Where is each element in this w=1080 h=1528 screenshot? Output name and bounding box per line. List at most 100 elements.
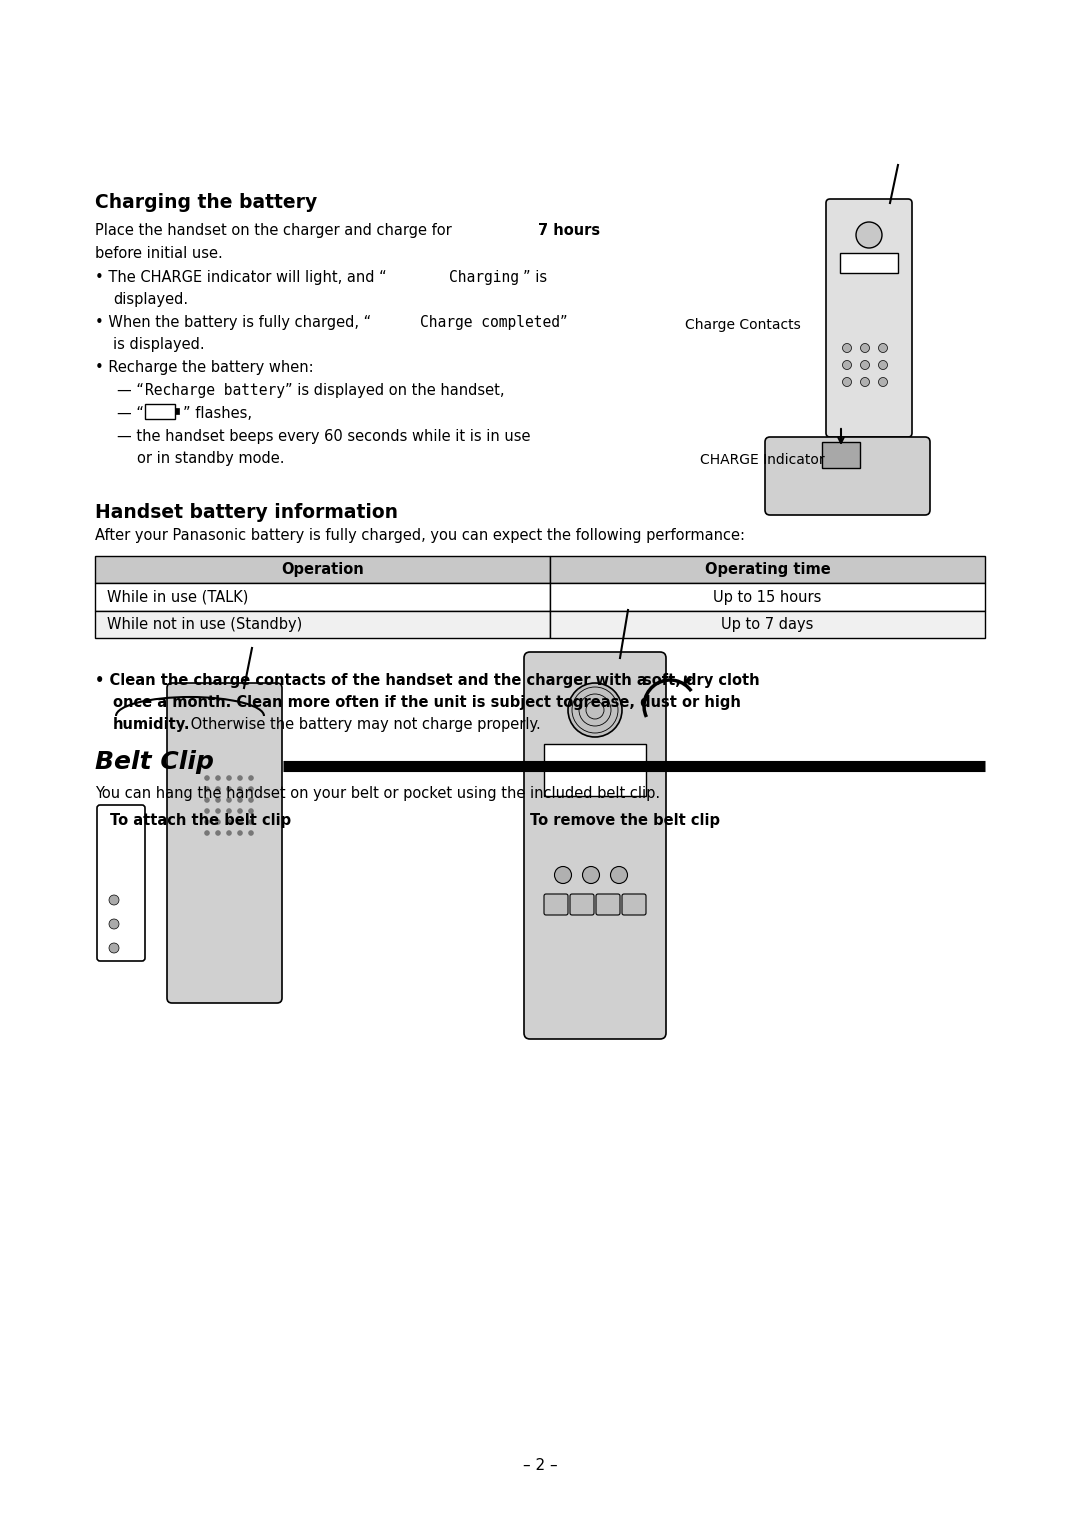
Text: — “: — “ [117,406,144,422]
Text: • Clean the charge contacts of the handset and the charger with a: • Clean the charge contacts of the hands… [95,672,652,688]
Circle shape [842,377,851,387]
Circle shape [226,787,232,792]
Circle shape [238,787,243,792]
Circle shape [878,361,888,370]
Circle shape [215,787,220,792]
Text: You can hang the handset on your belt or pocket using the included belt clip.: You can hang the handset on your belt or… [95,785,660,801]
Circle shape [226,808,232,814]
Text: humidity.: humidity. [113,717,190,732]
Circle shape [248,775,254,781]
Circle shape [215,819,220,825]
FancyBboxPatch shape [544,894,568,915]
Bar [145,403,175,419]
Circle shape [109,943,119,953]
Circle shape [226,830,232,836]
Text: Recharge battery: Recharge battery [145,384,285,397]
Circle shape [878,377,888,387]
Text: To attach the belt clip: To attach the belt clip [110,813,292,828]
Circle shape [204,775,210,781]
Circle shape [610,866,627,883]
Text: Charge completed: Charge completed [420,315,561,330]
Text: ” is: ” is [523,270,548,286]
Text: After your Panasonic battery is fully charged, you can expect the following perf: After your Panasonic battery is fully ch… [95,529,745,542]
Text: • When the battery is fully charged, “: • When the battery is fully charged, “ [95,315,372,330]
Circle shape [238,775,243,781]
Bar [95,556,550,584]
Bar [95,584,550,611]
Text: • Recharge the battery when:: • Recharge the battery when: [95,361,313,374]
Circle shape [248,787,254,792]
Circle shape [109,918,119,929]
FancyBboxPatch shape [97,805,145,961]
Text: Up to 7 days: Up to 7 days [721,617,813,633]
Circle shape [861,361,869,370]
Circle shape [842,361,851,370]
Text: – 2 –: – 2 – [523,1458,557,1473]
Text: CHARGE Indicator: CHARGE Indicator [700,452,825,468]
Circle shape [842,344,851,353]
Bar [175,408,179,414]
Circle shape [238,819,243,825]
Circle shape [226,775,232,781]
Text: Charge Contacts: Charge Contacts [685,318,800,332]
Text: displayed.: displayed. [113,292,188,307]
Text: Handset battery information: Handset battery information [95,503,399,523]
Text: soft, dry cloth: soft, dry cloth [643,672,759,688]
Circle shape [204,830,210,836]
Text: ” is displayed on the handset,: ” is displayed on the handset, [285,384,504,397]
Bar [550,611,985,639]
Circle shape [226,819,232,825]
Circle shape [856,222,882,248]
Text: — the handset beeps every 60 seconds while it is in use: — the handset beeps every 60 seconds whi… [117,429,530,445]
Text: While not in use (Standby): While not in use (Standby) [107,617,302,633]
Circle shape [226,798,232,802]
Circle shape [204,819,210,825]
Circle shape [204,787,210,792]
Text: grease, dust or high: grease, dust or high [573,695,741,711]
Text: To remove the belt clip: To remove the belt clip [530,813,720,828]
FancyBboxPatch shape [622,894,646,915]
Text: ” flashes,: ” flashes, [183,406,252,422]
Bar [550,556,985,584]
Circle shape [204,798,210,802]
Text: Operation: Operation [281,562,364,578]
Circle shape [215,808,220,814]
Bar [550,584,985,611]
FancyBboxPatch shape [570,894,594,915]
Text: ”: ” [561,315,568,330]
Text: 7 hours: 7 hours [538,223,600,238]
FancyBboxPatch shape [765,437,930,515]
Circle shape [215,830,220,836]
FancyBboxPatch shape [596,894,620,915]
Circle shape [582,866,599,883]
Bar [822,442,860,468]
Text: Otherwise the battery may not charge properly.: Otherwise the battery may not charge pro… [186,717,541,732]
Circle shape [238,830,243,836]
Text: Charging the battery: Charging the battery [95,193,318,212]
Text: Up to 15 hours: Up to 15 hours [713,590,822,605]
Circle shape [861,344,869,353]
Circle shape [568,683,622,736]
Bar [840,254,897,274]
Circle shape [861,377,869,387]
Circle shape [215,798,220,802]
Text: Belt Clip: Belt Clip [95,750,214,775]
FancyBboxPatch shape [167,683,282,1002]
FancyBboxPatch shape [524,652,666,1039]
Circle shape [248,808,254,814]
Circle shape [238,798,243,802]
Circle shape [248,798,254,802]
Text: Operating time: Operating time [704,562,831,578]
Bar [95,611,550,639]
Text: or in standby mode.: or in standby mode. [137,451,284,466]
Text: is displayed.: is displayed. [113,338,204,351]
Text: Charging: Charging [449,270,519,286]
Circle shape [554,866,571,883]
Circle shape [215,775,220,781]
Text: While in use (TALK): While in use (TALK) [107,590,248,605]
FancyBboxPatch shape [826,199,912,437]
Bar [544,744,646,796]
Text: before initial use.: before initial use. [95,246,222,261]
Text: once a month. Clean more often if the unit is subject to: once a month. Clean more often if the un… [113,695,579,711]
Circle shape [204,808,210,814]
